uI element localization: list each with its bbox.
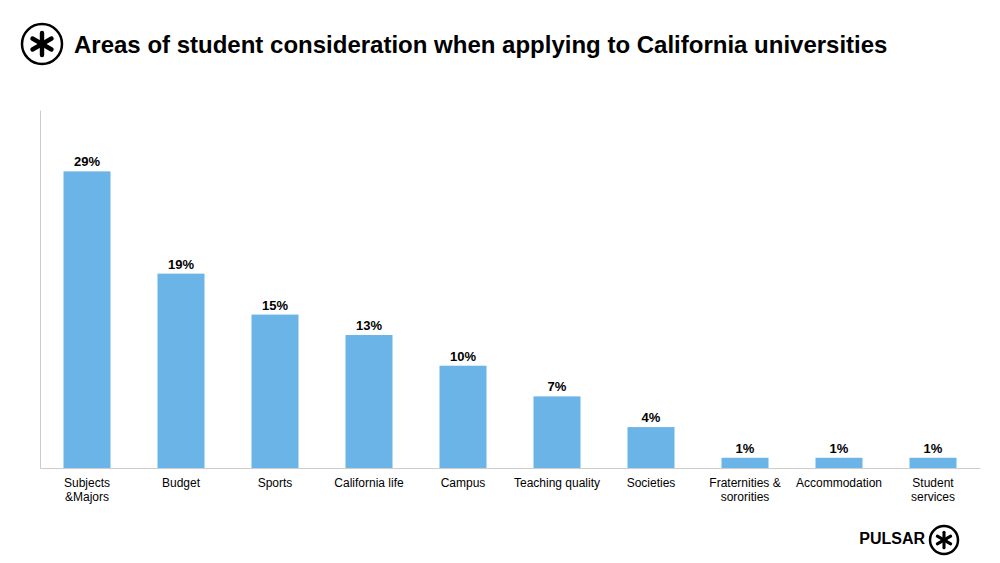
data-label: 13% — [356, 318, 382, 333]
bar — [534, 396, 581, 468]
data-label: 1% — [736, 441, 755, 456]
y-axis — [40, 111, 41, 469]
bar — [252, 315, 299, 468]
x-tick-label-line: Student — [912, 476, 954, 490]
x-tick: Societies — [627, 476, 676, 490]
title-icon — [22, 24, 62, 64]
x-tick-label-line: Subjects — [64, 476, 110, 490]
x-tick: Campus — [441, 476, 486, 490]
data-label: 7% — [548, 379, 567, 394]
x-axis-line — [41, 468, 981, 469]
bar — [722, 458, 769, 468]
x-tick: Accommodation — [796, 476, 882, 490]
data-labels: 29% 19% 15% 13% 10% 7% 4% 1% 1% 1% — [74, 154, 943, 455]
bar — [816, 458, 863, 468]
data-label: 1% — [924, 441, 943, 456]
x-tick-label: Accommodation — [796, 476, 882, 490]
x-tick: Budget — [162, 476, 201, 490]
x-tick-label: Fraternities &sororities — [709, 476, 780, 504]
x-tick-label-line: Sports — [258, 476, 293, 490]
bars — [64, 171, 957, 468]
x-tick-label-line: Campus — [441, 476, 486, 490]
brand-icon-circle — [930, 526, 958, 554]
title-icon-spoke — [32, 39, 51, 50]
brand-icon — [930, 526, 958, 554]
x-tick-label-line: Teaching quality — [514, 476, 600, 490]
x-tick-label: Subjects&Majors — [64, 476, 110, 504]
data-label: 29% — [74, 154, 100, 169]
x-tick: California life — [334, 476, 404, 490]
x-tick: Subjects&Majors — [64, 476, 110, 504]
bar — [158, 274, 205, 468]
title-icon-spoke — [32, 39, 51, 50]
x-tick-label: California life — [334, 476, 404, 490]
title-icon-circle — [22, 24, 62, 64]
x-tick-label: Sports — [258, 476, 293, 490]
x-tick-label-line: sororities — [721, 490, 770, 504]
x-tick-label: Studentservices — [911, 476, 955, 504]
x-tick-label: Teaching quality — [514, 476, 600, 490]
x-tick: Fraternities &sororities — [709, 476, 780, 504]
x-tick: Studentservices — [911, 476, 955, 504]
data-label: 1% — [830, 441, 849, 456]
brand-icon-spoke — [937, 536, 950, 544]
x-tick-label-line: Societies — [627, 476, 676, 490]
bar — [910, 458, 957, 468]
annotation: PULSAR — [859, 530, 925, 547]
x-tick-label: Societies — [627, 476, 676, 490]
x-axis: Subjects&Majors Budget Sports California li… — [41, 469, 981, 504]
x-tick-label-line: Accommodation — [796, 476, 882, 490]
y-axis-line — [40, 111, 41, 469]
title: Areas of student consideration when appl… — [74, 31, 887, 58]
x-tick-label-line: Budget — [162, 476, 201, 490]
data-label: 10% — [450, 349, 476, 364]
x-tick-label-line: &Majors — [65, 490, 109, 504]
brand-icon-spoke — [937, 536, 950, 544]
x-tick: Teaching quality — [514, 476, 600, 490]
x-tick-label: Campus — [441, 476, 486, 490]
x-tick-label: Budget — [162, 476, 201, 490]
x-tick-label-line: services — [911, 490, 955, 504]
x-tick-label-line: Fraternities & — [709, 476, 780, 490]
bar — [346, 335, 393, 468]
bar — [628, 427, 675, 468]
bar — [440, 366, 487, 468]
data-label: 4% — [642, 410, 661, 425]
data-label: 15% — [262, 298, 288, 313]
x-tick-label-line: California life — [334, 476, 404, 490]
chart: Areas of student consideration when appl… — [0, 0, 1000, 563]
x-tick: Sports — [258, 476, 293, 490]
bar — [64, 171, 111, 468]
plot: Subjects&Majors Budget Sports California li… — [41, 111, 981, 504]
data-label: 19% — [168, 257, 194, 272]
